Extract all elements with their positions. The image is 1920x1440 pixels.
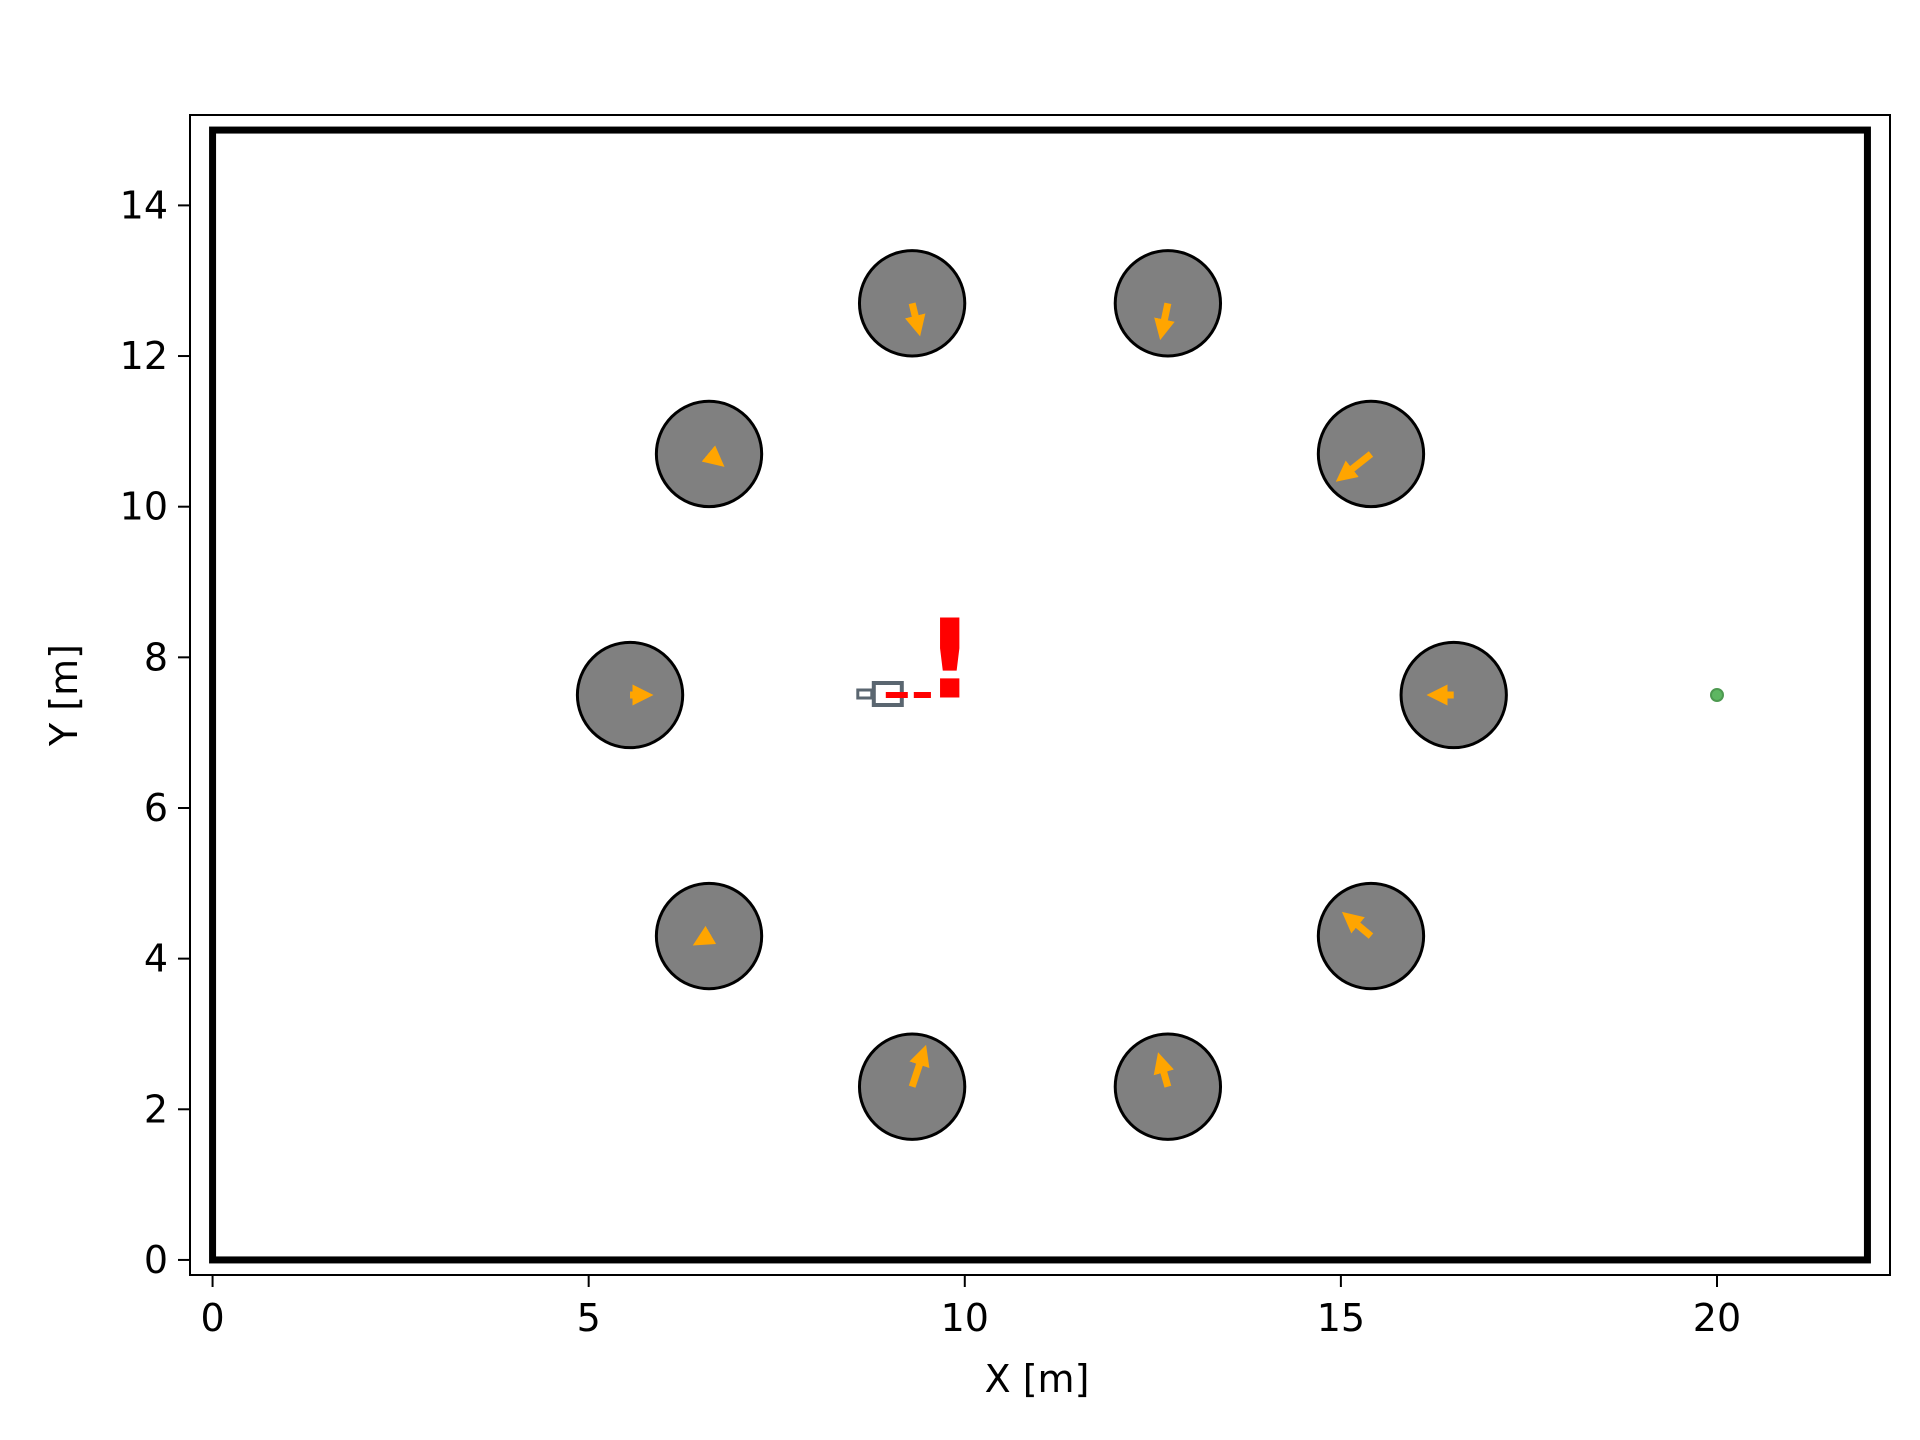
y-tick-label: 12 bbox=[120, 334, 168, 378]
x-tick-label: 15 bbox=[1317, 1296, 1365, 1340]
obstacle bbox=[1316, 399, 1426, 509]
y-tick-label: 6 bbox=[144, 786, 168, 830]
y-tick-label: 4 bbox=[144, 937, 168, 981]
obstacle bbox=[575, 640, 685, 750]
x-tick-label: 5 bbox=[577, 1296, 601, 1340]
obstacle bbox=[857, 249, 967, 358]
obstacle bbox=[1399, 640, 1508, 750]
goal-marker bbox=[1709, 688, 1724, 702]
y-tick-label: 8 bbox=[144, 635, 168, 679]
robot-rear bbox=[856, 688, 874, 700]
obstacle bbox=[654, 881, 764, 991]
obstacle-body bbox=[654, 881, 764, 991]
obstacle-velocity-arrow bbox=[1153, 1052, 1174, 1088]
robot-agent bbox=[856, 681, 931, 707]
obstacle bbox=[1316, 881, 1426, 991]
axes-frame bbox=[189, 114, 1891, 1276]
obstacle-velocity-arrow bbox=[1335, 451, 1374, 482]
obstacle-velocity-arrow bbox=[701, 445, 725, 467]
y-tick-label: 10 bbox=[120, 485, 168, 529]
x-tick-label: 20 bbox=[1693, 1296, 1741, 1340]
y-axis-label: Y [m] bbox=[42, 644, 86, 747]
y-tick-label: 2 bbox=[144, 1087, 168, 1131]
obstacle-velocity-arrow bbox=[692, 925, 717, 946]
obstacle-velocity-arrow bbox=[908, 1044, 930, 1088]
obstacle bbox=[1113, 249, 1223, 358]
boundary-wall bbox=[209, 126, 1871, 1264]
collision-alert-mark: ! bbox=[925, 595, 975, 723]
y-tick-label: 0 bbox=[144, 1238, 168, 1282]
x-tick-label: 0 bbox=[200, 1296, 224, 1340]
obstacle-velocity-arrow bbox=[1154, 302, 1175, 341]
x-axis-label: X [m] bbox=[985, 1357, 1090, 1401]
obstacle-velocity-arrow bbox=[1341, 911, 1374, 939]
x-tick-label: 10 bbox=[941, 1296, 989, 1340]
obstacle-velocity-arrow bbox=[904, 302, 926, 337]
obstacle bbox=[654, 399, 764, 509]
y-tick-label: 14 bbox=[120, 183, 168, 227]
obstacle bbox=[1113, 1032, 1223, 1141]
obstacle bbox=[857, 1032, 967, 1141]
